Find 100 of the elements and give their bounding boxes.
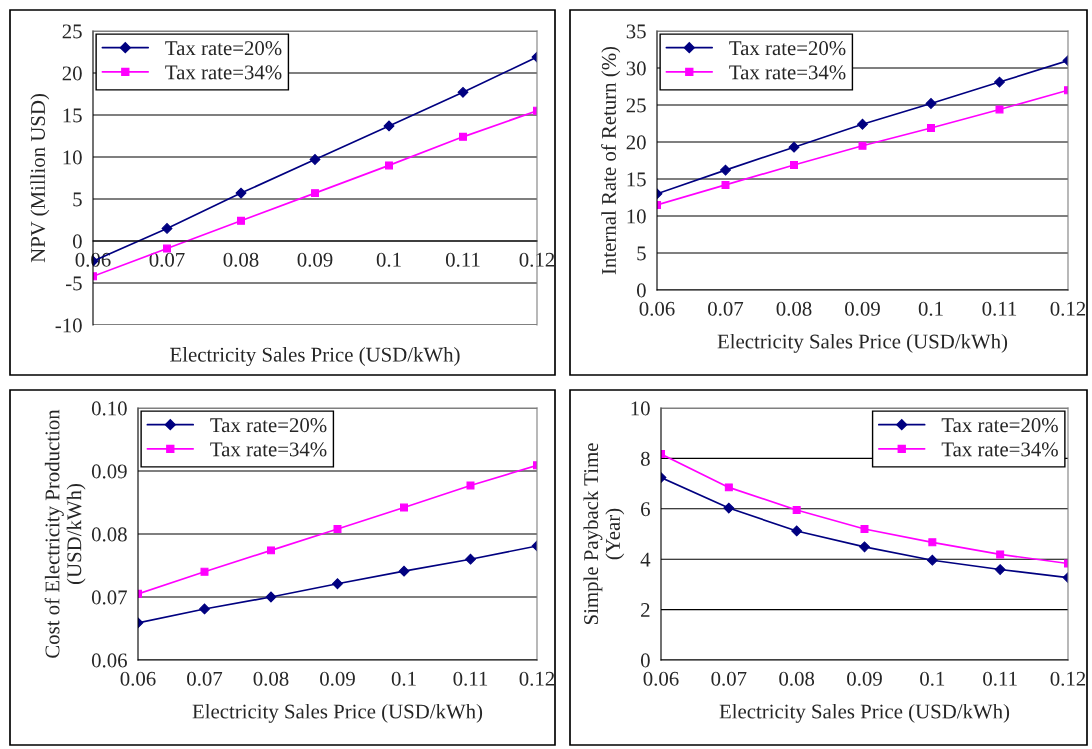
y-tick-label: 0	[636, 283, 646, 298]
legend-label: Tax rate=20%	[941, 418, 1058, 433]
point	[332, 578, 343, 590]
y-tick-label: -10	[55, 318, 82, 333]
x-tick-label: 0.08	[223, 252, 259, 267]
y-tick-label: 5	[637, 246, 646, 261]
x-tick-label: 0.08	[253, 671, 289, 686]
y-axis-title: Internal Rate of Return (%)	[601, 46, 621, 275]
y-tick-label: 10	[627, 209, 646, 224]
x-tick-label: 0.12	[519, 252, 555, 267]
point	[724, 483, 733, 492]
x-tick-label: 0.1	[920, 671, 945, 686]
y-tick-label: 0	[640, 653, 650, 668]
y-tick-label: 15	[63, 108, 82, 123]
point	[465, 553, 476, 565]
x-tick-label: 0.09	[297, 252, 333, 267]
y-tick-label: 0.08	[91, 527, 127, 542]
point	[927, 123, 935, 132]
y-axis-title: NPV (Million USD)	[30, 94, 50, 263]
legend-label: Tax rate=34%	[210, 442, 327, 457]
y-tick-label: 8	[640, 451, 650, 466]
x-tick-label: 0.09	[320, 671, 355, 686]
point	[994, 564, 1006, 575]
point	[398, 565, 410, 577]
y-tick-label: 30	[626, 61, 646, 76]
y-tick-label: 20	[62, 66, 82, 81]
point	[237, 216, 245, 225]
point	[311, 189, 319, 198]
x-tick-label: 0.12	[519, 671, 555, 686]
x-tick-label: 0.11	[445, 252, 480, 267]
y-tick-label: 2	[641, 603, 650, 617]
x-axis-title: Electricity Sales Price (USD/kWh)	[719, 703, 1010, 723]
point	[790, 160, 798, 169]
y-tick-label: 25	[62, 24, 82, 39]
point	[235, 187, 247, 199]
legend-label: Tax rate=20%	[729, 41, 846, 56]
x-axis-title: Electricity Sales Price (USD/kWh)	[192, 703, 483, 723]
y-tick-label: 5	[73, 192, 82, 207]
x-tick-label: 0.11	[453, 671, 488, 686]
point	[925, 98, 937, 109]
x-tick-label: 0.08	[776, 301, 812, 316]
legend-label: Tax rate=34%	[165, 65, 282, 80]
point	[385, 161, 393, 170]
x-axis-title: Electricity Sales Price (USD/kWh)	[717, 333, 1008, 353]
y-axis-title: Simple Payback Time (Year)	[583, 443, 625, 625]
y-tick-label: 4	[640, 552, 651, 567]
x-tick-label: 0.09	[847, 671, 882, 686]
y-tick-label: 15	[627, 172, 646, 187]
point	[383, 120, 395, 132]
x-tick-label: 0.07	[149, 252, 185, 267]
y-axis-title: Cost of Electricity Production (USD/kWh)	[44, 409, 86, 658]
x-tick-label: 0.1	[918, 301, 943, 316]
y-tick-label: 0.10	[91, 401, 127, 416]
x-tick-label: 0.11	[982, 301, 1017, 316]
y-tick-label: 20	[626, 135, 646, 150]
point	[791, 525, 803, 537]
x-tick-label: 0.1	[376, 252, 401, 267]
legend-label: Tax rate=20%	[210, 418, 327, 433]
x-tick-label: 0.09	[845, 301, 880, 316]
x-tick-label: 0.07	[711, 671, 747, 686]
point	[792, 506, 801, 515]
x-tick-label: 0.1	[391, 671, 416, 686]
point	[928, 538, 937, 547]
x-tick-label: 0.11	[983, 671, 1017, 686]
legend-label: Tax rate=34%	[941, 442, 1058, 457]
legend-label: Tax rate=20%	[165, 41, 282, 56]
point	[161, 222, 173, 234]
y-tick-label: 25	[626, 98, 646, 113]
y-tick-label: 0.06	[91, 653, 127, 668]
point	[267, 546, 275, 555]
x-tick-label: 0.12	[1050, 301, 1086, 316]
y-tick-label: -5	[66, 276, 82, 291]
point	[400, 503, 408, 512]
x-tick-label: 0.06	[120, 671, 156, 686]
point	[994, 76, 1005, 88]
point	[996, 550, 1005, 559]
point	[199, 603, 210, 615]
x-axis-title: Electricity Sales Price (USD/kWh)	[170, 347, 460, 366]
point	[720, 164, 731, 176]
point	[857, 118, 868, 130]
x-tick-label: 0.07	[187, 671, 223, 686]
x-tick-label: 0.07	[708, 301, 744, 316]
y-tick-label: 10	[63, 150, 82, 165]
y-tick-label: 0.07	[91, 590, 127, 605]
point	[265, 591, 277, 603]
point	[459, 132, 467, 141]
point	[309, 154, 321, 165]
point	[723, 502, 735, 514]
y-tick-label: 6	[641, 502, 650, 517]
x-tick-label: 0.08	[779, 671, 815, 686]
point	[788, 141, 800, 153]
legend-label: Tax rate=34%	[729, 65, 846, 80]
y-tick-label: 10	[631, 401, 650, 416]
y-tick-label: 0.09	[91, 464, 127, 479]
point	[457, 86, 469, 98]
y-tick-label: 0	[72, 234, 82, 249]
y-tick-label: 35	[626, 24, 646, 39]
point	[859, 541, 870, 553]
point	[926, 554, 938, 566]
x-tick-label: 0.12	[1050, 671, 1086, 686]
